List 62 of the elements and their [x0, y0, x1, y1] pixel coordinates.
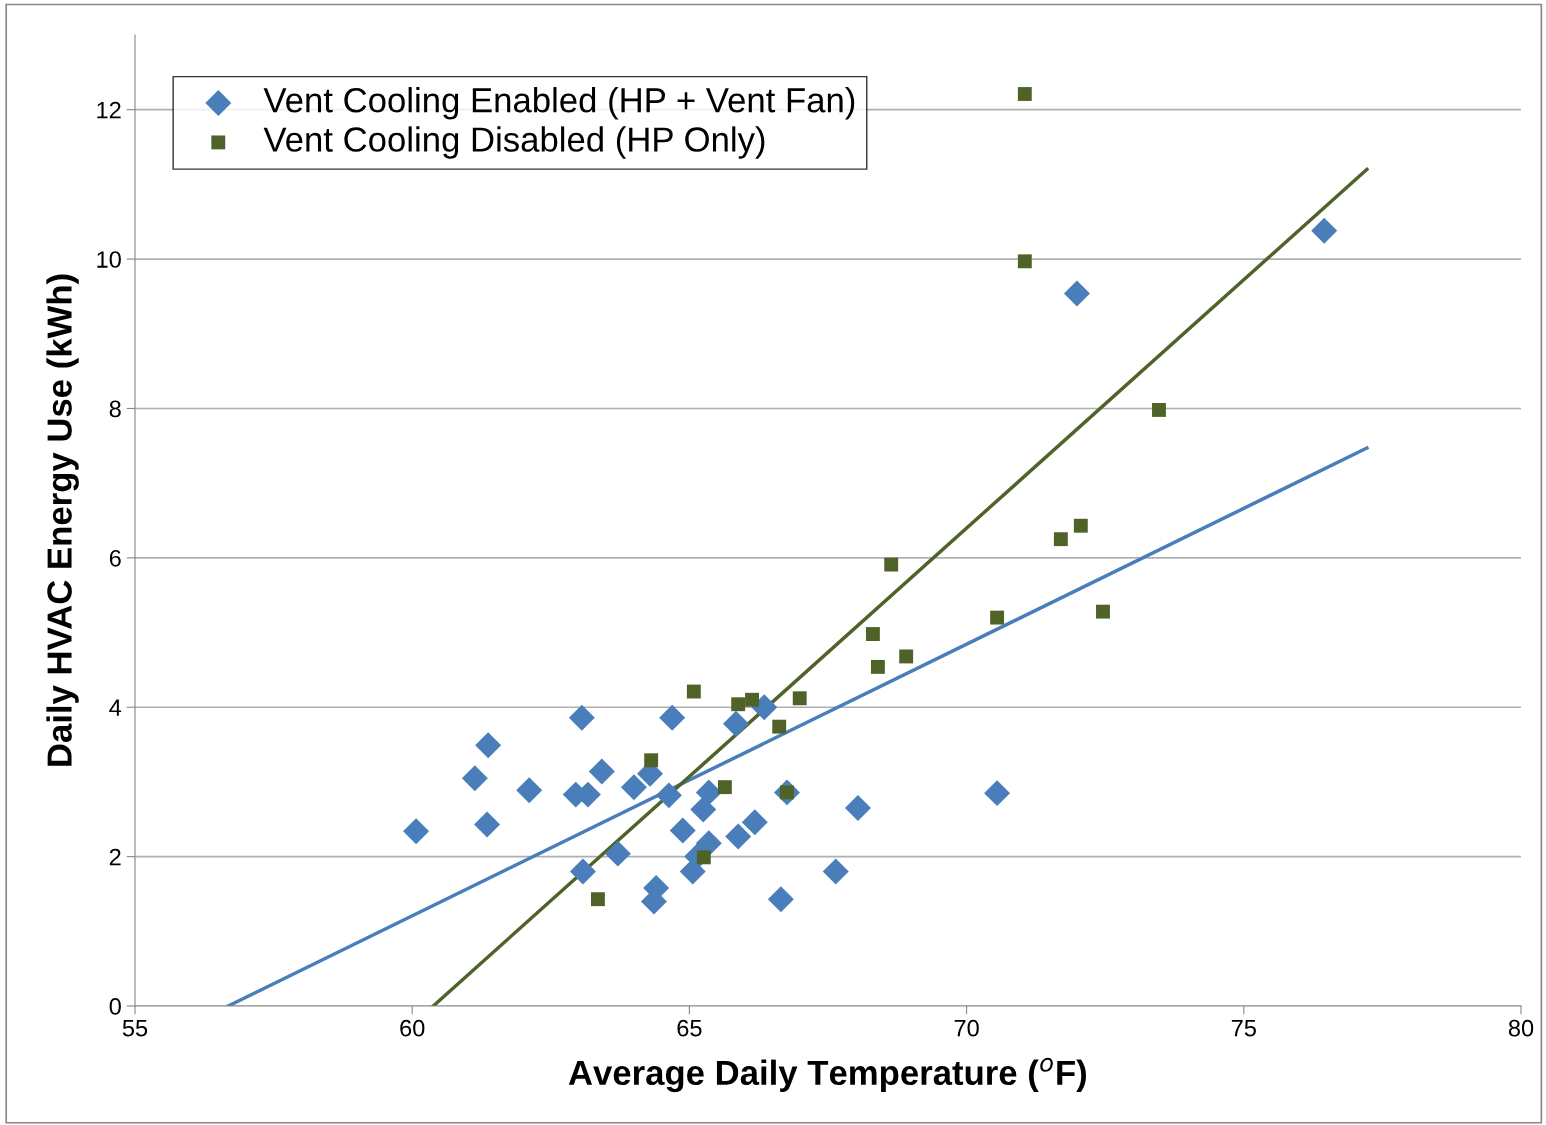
point [644, 753, 659, 768]
y-tick-label: 8 [109, 400, 121, 418]
point [725, 823, 752, 850]
point [1053, 532, 1068, 547]
point [772, 719, 787, 734]
point [899, 649, 914, 664]
y-tick-label: 2 [109, 848, 121, 866]
legend-label: Vent Cooling Enabled (HP + Vent Fan) [263, 87, 855, 120]
point [717, 780, 732, 795]
point [1063, 280, 1090, 307]
point [745, 692, 759, 707]
legend-label: Vent Cooling Disabled (HP Only) [263, 126, 765, 159]
y-tick-label: 0 [109, 998, 121, 1015]
x-tick-label: 60 [400, 1019, 425, 1037]
point [884, 557, 899, 572]
y-tick-label: 6 [109, 549, 121, 567]
point [822, 858, 849, 885]
point [604, 840, 631, 867]
x-tick-label: 80 [1508, 1019, 1534, 1037]
point [865, 627, 880, 641]
point [722, 710, 749, 737]
point [1017, 87, 1032, 101]
point [686, 684, 701, 699]
point [588, 758, 615, 785]
point [516, 777, 543, 804]
x-tick-label: 75 [1231, 1020, 1256, 1037]
point [1017, 254, 1032, 269]
x-tick-label: 70 [954, 1019, 979, 1037]
x-tick-label: 65 [677, 1019, 702, 1037]
point [1096, 604, 1110, 619]
point [669, 817, 696, 844]
y-tick-label: 10 [97, 251, 121, 268]
point [461, 765, 488, 792]
point [696, 850, 711, 865]
point [870, 659, 885, 674]
point [767, 886, 794, 913]
point [1311, 217, 1338, 244]
point [475, 732, 502, 759]
point [403, 818, 430, 845]
y-tick-label: 12 [97, 101, 121, 119]
point [792, 691, 807, 706]
y-tick-label: 4 [109, 699, 122, 716]
point [990, 610, 1005, 625]
point [984, 780, 1011, 807]
point [741, 809, 768, 836]
point [844, 795, 871, 822]
x-axis-title: Average Daily Temperature ($^{o}$F) [568, 1057, 1086, 1093]
point [1152, 403, 1166, 417]
point [569, 858, 596, 885]
point [568, 704, 595, 731]
y-axis-title: Daily HVAC Energy Use (kWh) [46, 274, 79, 766]
point [590, 892, 605, 907]
point [731, 697, 746, 712]
point [659, 704, 686, 731]
point [695, 779, 722, 806]
point [1073, 518, 1088, 533]
point [655, 782, 682, 809]
point [690, 796, 717, 823]
point [474, 811, 501, 838]
point [620, 774, 647, 801]
x-tick-label: 55 [122, 1020, 148, 1037]
point [679, 858, 706, 885]
